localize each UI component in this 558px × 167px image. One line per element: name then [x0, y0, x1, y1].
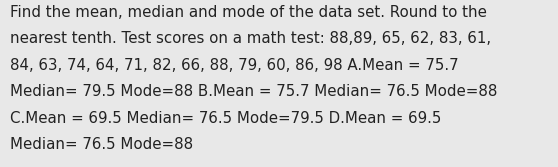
Text: nearest tenth. Test scores on a math test: 88,89, 65, 62, 83, 61,: nearest tenth. Test scores on a math tes… [10, 31, 491, 46]
Text: Find the mean, median and mode of the data set. Round to the: Find the mean, median and mode of the da… [10, 5, 487, 20]
Text: C.Mean = 69.5 Median= 76.5 Mode=79.5 D.Mean = 69.5: C.Mean = 69.5 Median= 76.5 Mode=79.5 D.M… [10, 111, 441, 126]
Text: Median= 76.5 Mode=88: Median= 76.5 Mode=88 [10, 137, 193, 152]
Text: Median= 79.5 Mode=88 B.Mean = 75.7 Median= 76.5 Mode=88: Median= 79.5 Mode=88 B.Mean = 75.7 Media… [10, 84, 497, 99]
Text: 84, 63, 74, 64, 71, 82, 66, 88, 79, 60, 86, 98 A.Mean = 75.7: 84, 63, 74, 64, 71, 82, 66, 88, 79, 60, … [10, 58, 459, 73]
